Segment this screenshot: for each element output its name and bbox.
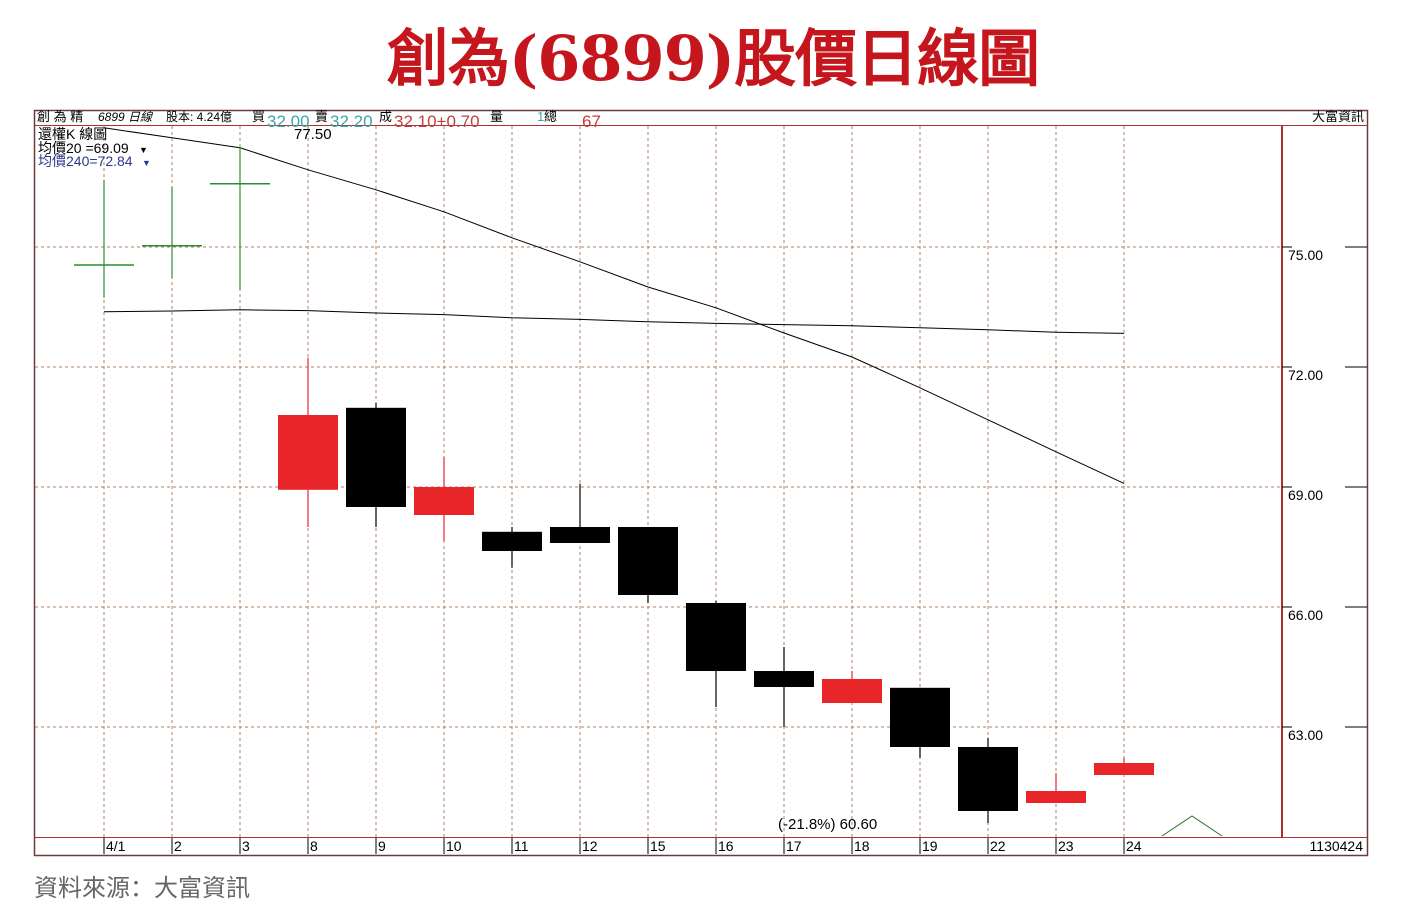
candle-body — [822, 679, 882, 703]
x-tick-label: 22 — [990, 838, 1006, 854]
chart-title: 創為(6899)股價日線圖 — [386, 22, 1040, 95]
low-annotation: (-21.8%) 60.60 — [778, 816, 877, 833]
brand: 大富資訊 — [1312, 109, 1364, 124]
deal-label: 成 — [379, 109, 392, 124]
capital: 股本: 4.24億 — [166, 110, 232, 124]
ma240-line — [103, 309, 1125, 334]
ma20-arrow-icon: ▼ — [139, 145, 148, 155]
x-tick-label: 8 — [310, 838, 318, 854]
stock-name: 創 為 精 — [37, 109, 83, 124]
candle-body — [550, 527, 610, 543]
chart-frame — [33, 109, 1369, 857]
y-tick-label: 69.00 — [1288, 487, 1323, 503]
high-annotation: 77.50 — [294, 126, 332, 143]
candle-body — [754, 671, 814, 687]
candle-body — [278, 415, 338, 490]
x-tick-label: 10 — [446, 838, 462, 854]
x-tick-label: 18 — [854, 838, 870, 854]
legend-chart-name: 還權K 線圖 — [38, 126, 107, 142]
triangle-marker — [1161, 815, 1223, 837]
x-tick-label: 4/1 — [106, 838, 126, 854]
deal-price: 32.10+0.70 — [394, 112, 480, 131]
buy-label: 買 — [252, 109, 265, 124]
legend-ma20: 均價20 =69.09 — [38, 140, 129, 156]
volume: 1 — [537, 109, 544, 124]
legend-ma240: 均價240=72.84 — [38, 153, 133, 169]
ma20-line — [103, 127, 1125, 484]
header-bar: 創 為 精 6899 日線 股本: 4.24億 買 32.00 賣 32.20 … — [37, 109, 1364, 131]
candle-body — [482, 531, 542, 551]
candle-body — [1094, 763, 1154, 775]
x-tick-label: 17 — [786, 838, 802, 854]
date-code: 1130424 — [1310, 838, 1364, 854]
stock-code: 6899 日線 — [98, 110, 154, 124]
candle-body — [958, 747, 1018, 811]
x-tick-label: 16 — [718, 838, 734, 854]
candle-body — [1026, 791, 1086, 803]
x-tick-label: 9 — [378, 838, 386, 854]
candle-body — [686, 603, 746, 671]
buy-price: 32.00 — [267, 112, 310, 131]
candle-body — [346, 407, 406, 507]
y-tick-label: 63.00 — [1288, 727, 1323, 743]
x-tick-label: 23 — [1058, 838, 1074, 854]
y-tick-label: 75.00 — [1288, 247, 1323, 263]
y-tick-label: 66.00 — [1288, 607, 1323, 623]
candle-body — [414, 487, 474, 515]
x-tick-label: 12 — [582, 838, 598, 854]
volume-label: 量 — [490, 109, 503, 124]
total: 67 — [582, 112, 601, 131]
x-tick-label: 15 — [650, 838, 666, 854]
marks — [74, 127, 1154, 823]
candle-body — [618, 527, 678, 595]
x-tick-label: 2 — [174, 838, 182, 854]
ma240-arrow-icon: ▼ — [142, 158, 151, 168]
y-tick-label: 72.00 — [1288, 367, 1323, 383]
x-tick-label: 19 — [922, 838, 938, 854]
legend: 還權K 線圖 均價20 =69.09 ▼ 均價240=72.84 ▼ — [38, 126, 151, 169]
sell-label: 賣 — [315, 109, 328, 124]
source-note: 資料來源：大富資訊 — [34, 875, 250, 902]
x-tick-label: 11 — [514, 838, 529, 854]
x-tick-label: 24 — [1126, 838, 1142, 854]
sell-price: 32.20 — [330, 112, 373, 131]
total-label: 總 — [544, 109, 557, 124]
candle-body — [890, 687, 950, 747]
x-tick-label: 3 — [242, 838, 250, 854]
